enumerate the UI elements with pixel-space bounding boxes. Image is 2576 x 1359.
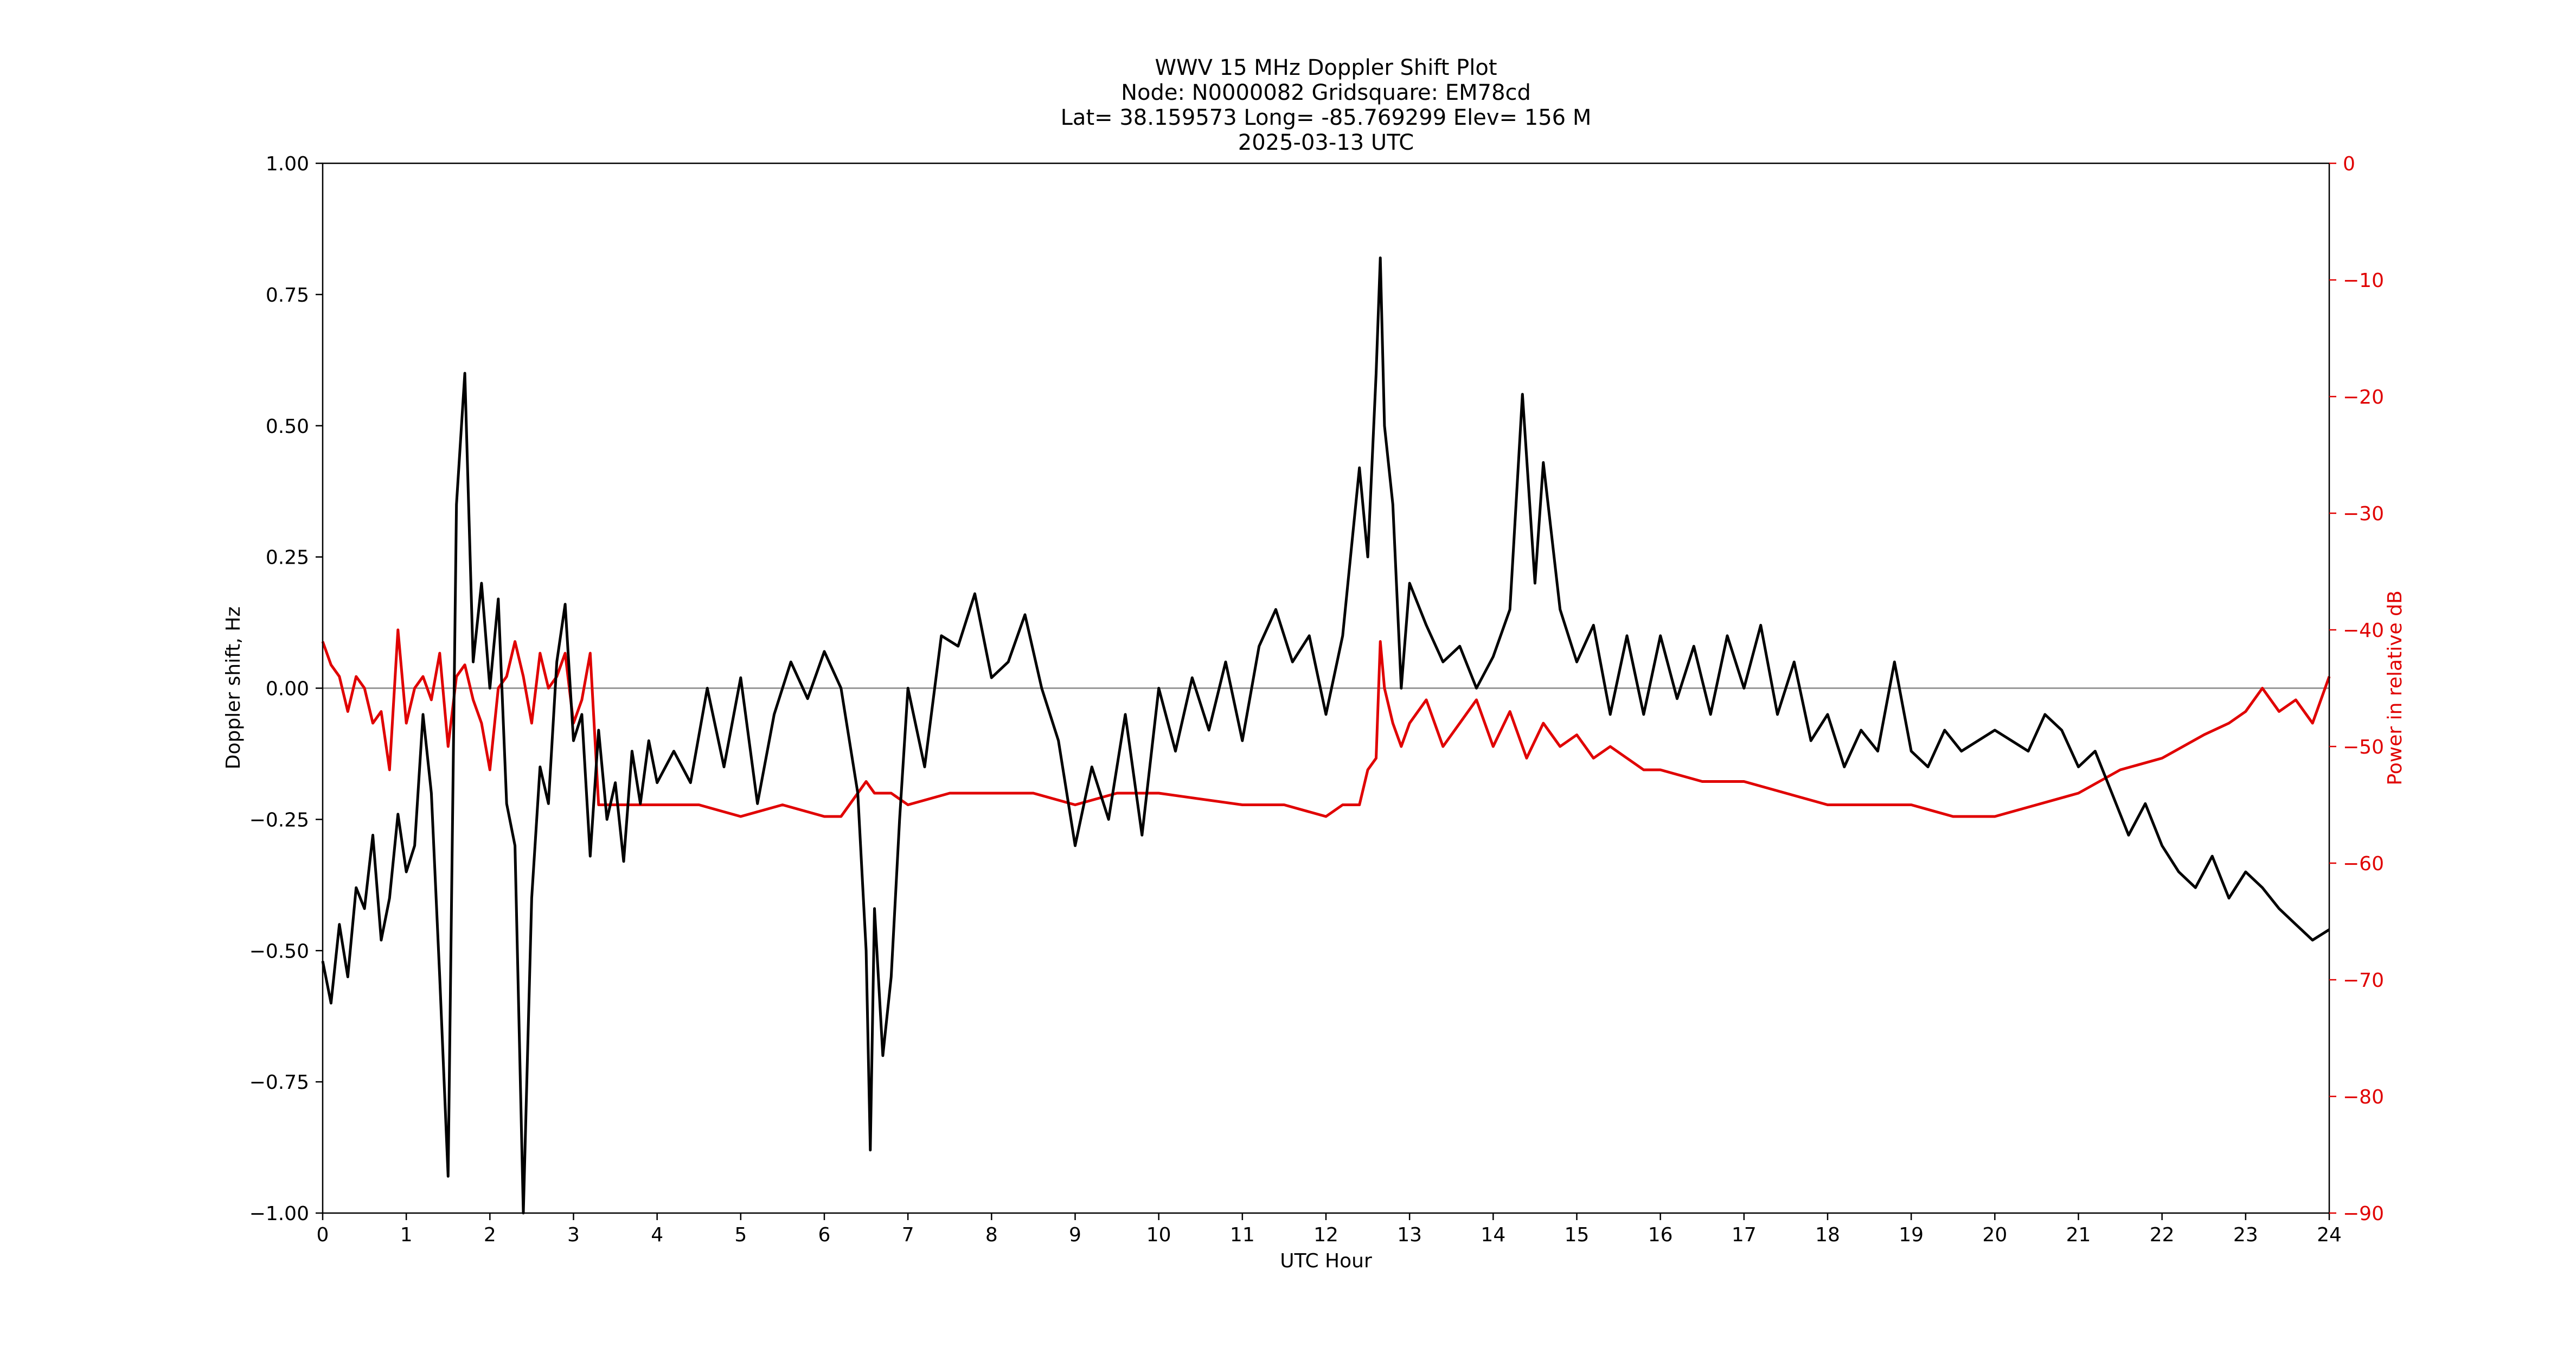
x-tick-label: 17 — [1732, 1224, 1757, 1246]
title-line-4: 2025-03-13 UTC — [1238, 130, 1414, 155]
x-tick-label: 11 — [1230, 1224, 1255, 1246]
x-tick-label: 1 — [400, 1224, 413, 1246]
y-axis-right: 0 −10 −20 −30 −40 −50 −60 −70 −80 −90 — [2329, 153, 2384, 1225]
x-tick-label: 18 — [1815, 1224, 1840, 1246]
power-series-group — [321, 628, 2331, 818]
y-right-tick-label: −10 — [2343, 270, 2384, 292]
y-left-tick-label: −0.25 — [249, 809, 309, 831]
x-tick-label: 21 — [2066, 1224, 2091, 1246]
power-line — [321, 628, 2331, 818]
y-left-tick-label: 1.00 — [266, 153, 309, 175]
x-tick-label: 14 — [1481, 1224, 1505, 1246]
y-left-tick-label: 0.25 — [266, 547, 309, 569]
x-tick-label: 3 — [567, 1224, 580, 1246]
x-tick-label: 6 — [818, 1224, 831, 1246]
y-left-tick-label: −1.00 — [249, 1203, 309, 1225]
y-left-tick-label: 0.00 — [266, 678, 309, 700]
x-tick-label: 15 — [1565, 1224, 1590, 1246]
x-tick-label: 12 — [1313, 1224, 1338, 1246]
y-left-tick-label: −0.50 — [249, 940, 309, 962]
y-axis-right-label: Power in relative dB — [2384, 590, 2406, 785]
y-right-tick-label: 0 — [2343, 153, 2355, 175]
y-right-tick-label: −40 — [2343, 620, 2384, 642]
title-line-1: WWV 15 MHz Doppler Shift Plot — [1155, 55, 1497, 80]
y-axis-left-label: Doppler shift, Hz — [222, 607, 245, 769]
y-right-tick-label: −70 — [2343, 969, 2384, 992]
x-tick-label: 13 — [1397, 1224, 1422, 1246]
doppler-line — [321, 256, 2330, 1215]
x-tick-label: 24 — [2317, 1224, 2342, 1246]
x-tick-label: 8 — [985, 1224, 998, 1246]
title-line-3: Lat= 38.159573 Long= -85.769299 Elev= 15… — [1061, 105, 1592, 130]
x-tick-label: 4 — [651, 1224, 663, 1246]
x-tick-label: 5 — [734, 1224, 747, 1246]
y-axis-left: 1.00 0.75 0.50 0.25 0.00 −0.25 −0.50 −0.75 −1.00 — [249, 153, 323, 1225]
x-tick-label: 0 — [317, 1224, 329, 1246]
y-right-tick-label: −80 — [2343, 1086, 2384, 1108]
y-right-tick-label: −50 — [2343, 736, 2384, 758]
y-left-tick-label: −0.75 — [249, 1071, 309, 1094]
x-axis-label: UTC Hour — [1280, 1250, 1372, 1272]
x-axis: 0 1 2 3 4 5 6 7 8 9 10 11 12 13 14 15 16 17 18 19 20 21 22 23 24 — [317, 1213, 2342, 1246]
y-left-tick-label: 0.75 — [266, 284, 309, 307]
x-tick-label: 22 — [2150, 1224, 2175, 1246]
doppler-series-group — [321, 256, 2330, 1215]
title-line-2: Node: N0000082 Gridsquare: EM78cd — [1121, 80, 1531, 105]
x-tick-label: 16 — [1648, 1224, 1673, 1246]
x-tick-label: 20 — [1982, 1224, 2007, 1246]
y-right-tick-label: −20 — [2343, 386, 2384, 409]
chart-title: WWV 15 MHz Doppler Shift Plot Node: N000… — [1061, 55, 1592, 155]
x-tick-label: 7 — [902, 1224, 914, 1246]
y-right-tick-label: −60 — [2343, 853, 2384, 875]
y-left-tick-label: 0.50 — [266, 416, 309, 438]
x-tick-label: 23 — [2233, 1224, 2258, 1246]
x-tick-label: 2 — [484, 1224, 496, 1246]
y-right-tick-label: −90 — [2343, 1203, 2384, 1225]
x-tick-label: 10 — [1146, 1224, 1171, 1246]
y-right-tick-label: −30 — [2343, 503, 2384, 525]
x-tick-label: 9 — [1069, 1224, 1081, 1246]
x-tick-label: 19 — [1899, 1224, 1924, 1246]
